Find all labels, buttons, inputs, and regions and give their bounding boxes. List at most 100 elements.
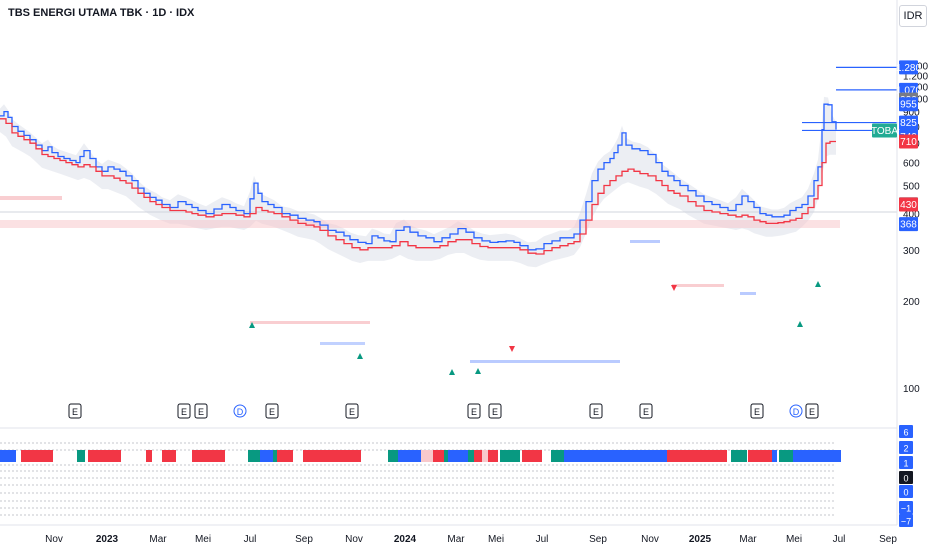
time-tick-label: 2024: [394, 534, 417, 545]
time-tick-label: Mei: [488, 534, 504, 545]
dividend-icon: [233, 404, 247, 418]
panel-label-text: −1: [901, 504, 911, 514]
earnings-icon: [68, 403, 82, 419]
price-tick-label: 1.200: [903, 71, 928, 82]
zone-segment: [740, 292, 756, 295]
state-segment: [248, 450, 260, 462]
buy-signal-icon: [797, 321, 803, 327]
signal-markers: [249, 281, 821, 375]
state-segment: [162, 450, 176, 462]
earnings-marker[interactable]: E: [589, 403, 603, 419]
price-tick-label: 200: [903, 297, 920, 308]
dividend-icon: [789, 404, 803, 418]
price-label-text: 430: [900, 200, 917, 211]
state-segment: [779, 450, 793, 462]
state-segment: [448, 450, 468, 462]
state-segment: [748, 450, 772, 462]
state-segment: [398, 450, 421, 462]
event-label: E: [72, 407, 78, 417]
panel-label-text: 2: [903, 444, 908, 454]
event-label: E: [269, 407, 275, 417]
state-segment: [277, 450, 293, 462]
sell-signal-icon: [671, 285, 677, 291]
state-segment: [667, 450, 727, 462]
buy-signal-icon: [475, 368, 481, 374]
sub-panel: [0, 427, 897, 516]
earnings-marker[interactable]: E: [177, 403, 191, 419]
time-tick-label: Mei: [195, 534, 211, 545]
dividend-marker[interactable]: D: [789, 404, 803, 418]
event-label: E: [754, 407, 760, 417]
earnings-marker[interactable]: E: [265, 403, 279, 419]
time-tick-label: Sep: [589, 534, 607, 545]
state-segment: [260, 450, 273, 462]
state-segment: [564, 450, 632, 462]
earnings-marker[interactable]: E: [345, 403, 359, 419]
price-tick-label: 400: [903, 210, 920, 221]
state-segment: [88, 450, 121, 462]
price-tick-label: 600: [903, 159, 920, 170]
state-segment: [77, 450, 85, 462]
buy-signal-icon: [249, 322, 255, 328]
state-segment: [421, 450, 433, 462]
state-segment: [303, 450, 361, 462]
state-segment: [772, 450, 777, 462]
event-label: E: [198, 407, 204, 417]
earnings-marker[interactable]: E: [194, 403, 208, 419]
panel-label-text: 0: [903, 474, 908, 484]
horizontal-levels: [802, 66, 897, 132]
price-label-box: [899, 134, 918, 149]
price-label-text: TOBA: [871, 126, 898, 137]
price-label-box: [899, 97, 918, 112]
time-tick-label: Mei: [786, 534, 802, 545]
panel-label-box: [899, 471, 913, 484]
time-tick-label: Sep: [295, 534, 313, 545]
currency-button[interactable]: IDR: [899, 5, 927, 27]
time-tick-label: Jul: [536, 534, 549, 545]
dividend-marker[interactable]: D: [233, 404, 247, 418]
zone-segment: [0, 196, 62, 200]
time-tick-label: Mar: [149, 534, 167, 545]
price-label-box: [872, 123, 897, 138]
state-segment: [273, 450, 277, 462]
time-axis[interactable]: Nov 2023 Mar Mei Jul Sep Nov 2024 Mar Mei Jul Sep No…: [0, 524, 897, 545]
price-tick-label: 100: [903, 384, 920, 395]
earnings-marker[interactable]: E: [68, 403, 82, 419]
state-segment: [444, 450, 448, 462]
time-tick-label: Jul: [833, 534, 846, 545]
event-label: E: [643, 407, 649, 417]
zone-segment: [672, 284, 724, 287]
earnings-marker[interactable]: E: [488, 403, 502, 419]
earnings-marker[interactable]: E: [805, 403, 819, 419]
earnings-icon: [589, 403, 603, 419]
time-tick-label: Mar: [739, 534, 757, 545]
state-segment: [522, 450, 542, 462]
earnings-marker[interactable]: E: [750, 403, 764, 419]
price-label-text: 368: [900, 220, 917, 231]
time-tick-label: Nov: [45, 534, 63, 545]
price-series: [0, 103, 837, 255]
price-label-box: [899, 60, 918, 75]
event-label: E: [492, 407, 498, 417]
price-tick-label: 300: [903, 246, 920, 257]
series-line-red: [0, 118, 836, 255]
earnings-icon: [345, 403, 359, 419]
earnings-marker[interactable]: E: [639, 403, 653, 419]
panel-label-text: 1: [903, 459, 908, 469]
earnings-marker[interactable]: E: [467, 403, 481, 419]
resistance-zone: [0, 220, 840, 228]
time-tick-label: 2023: [96, 534, 119, 545]
price-label-text: 1.070: [896, 85, 921, 96]
panel-label-text: 0: [903, 488, 908, 498]
price-label-box: [899, 197, 918, 212]
price-axis[interactable]: 1.3001.2001.1001.00090080070060050040030…: [871, 0, 928, 527]
earnings-icon: [750, 403, 764, 419]
panel-label-box: [899, 441, 913, 454]
panel-label-box: [899, 456, 913, 469]
state-segment: [793, 450, 841, 462]
panel-label-box: [899, 425, 913, 438]
state-segment: [433, 450, 444, 462]
buy-signal-icon: [357, 353, 363, 359]
